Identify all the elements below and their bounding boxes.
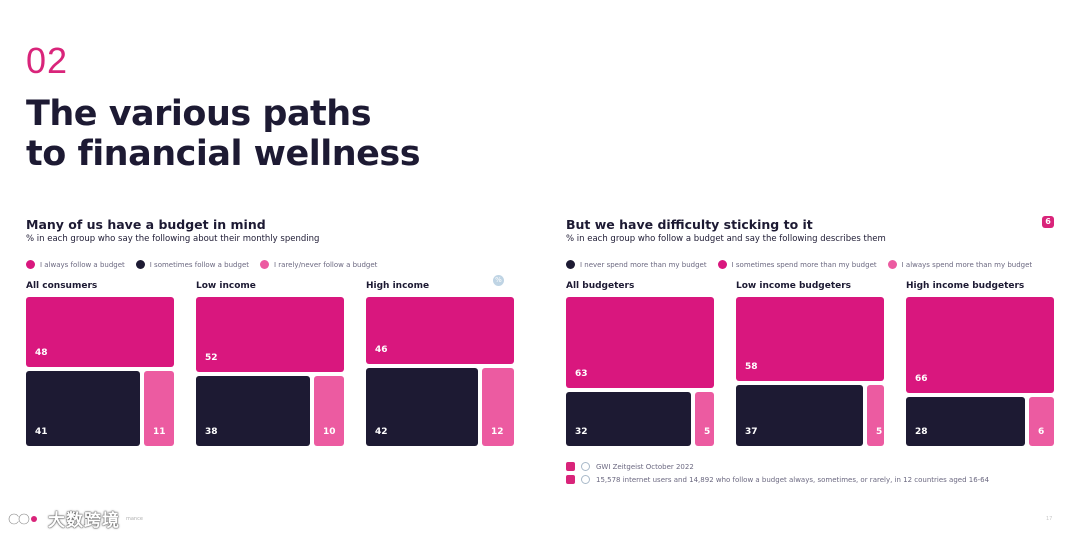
group-title: High income bbox=[366, 281, 430, 291]
page-number: 17 bbox=[1046, 516, 1053, 522]
bar-segment-bottom-left: 42 bbox=[366, 368, 478, 446]
legend-label: I never spend more than my budget bbox=[580, 260, 707, 269]
legend-item: I never spend more than my budget bbox=[566, 260, 707, 269]
data-label: 52 bbox=[205, 353, 218, 363]
chart-icon bbox=[566, 475, 575, 484]
legend-dot-pink-icon bbox=[887, 260, 897, 269]
right-panel-title: But we have difficulty sticking to it bbox=[566, 217, 813, 232]
watermark-text: 大数跨境 bbox=[48, 511, 120, 531]
data-label: 28 bbox=[915, 427, 928, 437]
data-label: 41 bbox=[35, 427, 48, 437]
bar-segment-top: 63 bbox=[566, 297, 714, 388]
bar-segment-top: 58 bbox=[736, 297, 884, 381]
legend-dot-navy-icon bbox=[135, 260, 145, 269]
legend-label: I always follow a budget bbox=[40, 260, 125, 269]
group-title: All consumers bbox=[26, 281, 98, 291]
data-label: 11 bbox=[153, 427, 166, 437]
legend-label: I rarely/never follow a budget bbox=[274, 260, 378, 269]
source-text: GWI Zeitgeist October 2022 bbox=[596, 462, 694, 471]
bar-segment-top: 52 bbox=[196, 297, 344, 372]
watermark-small-text: mance bbox=[126, 515, 143, 522]
group-title: All budgeters bbox=[566, 281, 635, 291]
legend-dot-magenta-icon bbox=[26, 260, 35, 269]
data-label: 38 bbox=[205, 427, 218, 437]
bar-segment-bottom-right: 12 bbox=[482, 368, 514, 446]
bar-segment-bottom-right: 10 bbox=[314, 376, 344, 446]
page-title-line-2: to financial wellness bbox=[26, 134, 421, 174]
right-panel-subtitle: % in each group who follow a budget and … bbox=[566, 234, 886, 244]
legend-item: I rarely/never follow a budget bbox=[260, 260, 377, 269]
watermark: 大数跨境 mance bbox=[8, 506, 143, 531]
data-label: 12 bbox=[491, 427, 504, 437]
data-label: 6 bbox=[1038, 427, 1045, 437]
data-label: 58 bbox=[745, 362, 758, 372]
legend-item: I sometimes spend more than my budget bbox=[717, 260, 877, 269]
bar-segment-bottom-left: 28 bbox=[906, 397, 1025, 446]
bar-segment-bottom-right: 11 bbox=[144, 371, 174, 446]
data-label: 46 bbox=[375, 345, 388, 355]
base-text: 15,578 internet users and 14,892 who fol… bbox=[596, 475, 990, 484]
source-line: GWI Zeitgeist October 2022 bbox=[566, 462, 694, 471]
people-icon bbox=[581, 475, 590, 484]
data-label: 5 bbox=[876, 427, 883, 437]
data-label: 66 bbox=[915, 374, 928, 384]
data-label: 5 bbox=[704, 427, 711, 437]
legend-label: I sometimes follow a budget bbox=[149, 260, 249, 269]
legend-item: I sometimes follow a budget bbox=[135, 260, 249, 269]
legend-label: I sometimes spend more than my budget bbox=[731, 260, 877, 269]
data-label: 37 bbox=[745, 427, 758, 437]
group-title: Low income budgeters bbox=[736, 281, 852, 291]
chart-icon bbox=[566, 462, 575, 471]
data-label: 32 bbox=[575, 427, 588, 437]
data-label: 48 bbox=[35, 348, 48, 358]
page-title: The various paths to financial wellness bbox=[26, 94, 421, 174]
bar-segment-bottom-right: 5 bbox=[695, 392, 714, 446]
bar-segment-bottom-left: 37 bbox=[736, 385, 863, 446]
page-title-line-1: The various paths bbox=[26, 94, 372, 134]
group-title: Low income bbox=[196, 281, 256, 291]
bar-segment-bottom-right: 5 bbox=[867, 385, 884, 446]
data-label: 63 bbox=[575, 369, 588, 379]
group-title: High income budgeters bbox=[906, 281, 1025, 291]
info-icon[interactable]: % bbox=[493, 275, 504, 286]
legend-item: I always follow a budget bbox=[26, 260, 125, 269]
legend-dot-pink-icon bbox=[260, 260, 269, 269]
legend-item: I always spend more than my budget bbox=[887, 260, 1033, 269]
bar-segment-bottom-left: 38 bbox=[196, 376, 310, 446]
legend-dot-navy-icon bbox=[566, 260, 575, 269]
globe-icon bbox=[581, 462, 590, 471]
base-line: 15,578 internet users and 14,892 who fol… bbox=[566, 475, 989, 484]
bar-segment-top: 46 bbox=[366, 297, 514, 364]
section-number: 02 bbox=[26, 40, 69, 81]
watermark-logo-icon bbox=[8, 512, 37, 525]
legend-dot-magenta-icon bbox=[717, 260, 727, 269]
bar-segment-top: 48 bbox=[26, 297, 174, 367]
bar-segment-bottom-left: 32 bbox=[566, 392, 691, 446]
page-badge: 6 bbox=[1042, 216, 1054, 228]
legend-label: I always spend more than my budget bbox=[901, 260, 1033, 269]
left-panel-title: Many of us have a budget in mind bbox=[26, 217, 266, 232]
bar-segment-top: 66 bbox=[906, 297, 1054, 393]
bar-segment-bottom-left: 41 bbox=[26, 371, 140, 446]
data-label: 10 bbox=[323, 427, 336, 437]
left-panel-subtitle: % in each group who say the following ab… bbox=[26, 234, 320, 244]
data-label: 42 bbox=[375, 427, 388, 437]
right-legend: I never spend more than my budget I some… bbox=[566, 260, 1043, 269]
bar-segment-bottom-right: 6 bbox=[1029, 397, 1054, 446]
left-legend: I always follow a budget I sometimes fol… bbox=[26, 260, 388, 269]
